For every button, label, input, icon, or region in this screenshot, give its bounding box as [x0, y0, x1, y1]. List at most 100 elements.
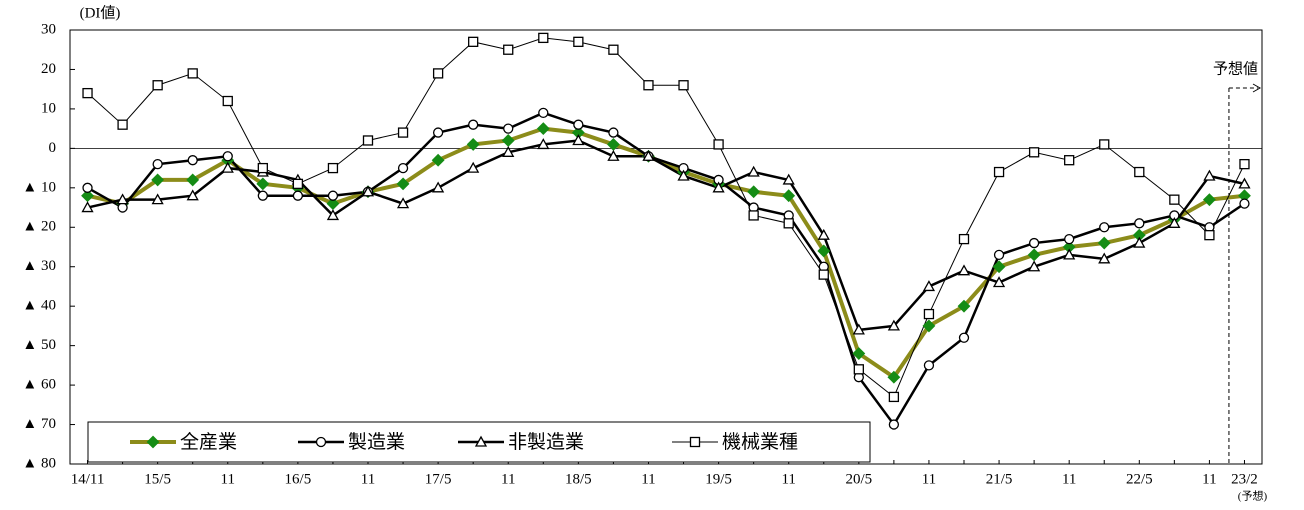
x-tick-label: 14/11	[71, 471, 105, 487]
point	[608, 127, 619, 138]
legend-label: 非製造業	[508, 431, 584, 453]
point	[187, 155, 198, 166]
x-tick-label: 11	[781, 471, 795, 487]
x-tick-label: 17/5	[425, 471, 452, 487]
point	[1097, 236, 1111, 250]
point	[503, 44, 514, 55]
y-tick-label: ▲ 20	[22, 219, 56, 235]
point	[117, 202, 128, 213]
point	[151, 193, 164, 205]
point	[642, 149, 655, 161]
point	[1099, 139, 1110, 150]
forecast-arrowhead	[1252, 83, 1262, 93]
legend-marker	[146, 435, 160, 449]
point	[887, 319, 900, 331]
point	[643, 80, 654, 91]
point	[1027, 248, 1041, 262]
point	[186, 173, 200, 187]
legend-marker	[689, 436, 701, 448]
point	[116, 193, 129, 205]
point	[958, 332, 970, 343]
point	[501, 134, 515, 147]
point	[152, 80, 163, 91]
point	[396, 177, 410, 191]
point	[537, 138, 550, 150]
point	[782, 189, 796, 203]
point	[221, 161, 234, 173]
x-tick-label: 21/5	[986, 471, 1013, 487]
point	[326, 209, 340, 221]
point	[82, 182, 93, 193]
point	[362, 135, 374, 146]
point	[1202, 193, 1216, 207]
point	[817, 228, 830, 240]
point	[186, 189, 199, 201]
point	[1064, 233, 1075, 245]
y-tick-label: 20	[41, 61, 56, 77]
point	[292, 190, 304, 201]
point	[958, 233, 970, 245]
point	[992, 260, 1006, 274]
point	[538, 107, 549, 119]
point	[1204, 230, 1215, 241]
point	[256, 177, 270, 191]
x-tick-label: 11	[641, 471, 655, 487]
point	[853, 364, 864, 375]
x-tick-label: 11	[361, 471, 375, 487]
point	[152, 158, 163, 170]
point	[782, 173, 795, 185]
y-tick-label: ▲ 10	[22, 179, 56, 195]
point	[466, 137, 480, 151]
point	[922, 280, 936, 292]
y-tick-label: 0	[49, 140, 57, 156]
point	[993, 166, 1005, 178]
y-tick-label: 30	[41, 21, 56, 37]
point	[82, 87, 93, 99]
point	[573, 119, 584, 130]
point	[1064, 155, 1075, 166]
point	[432, 68, 444, 79]
point	[1238, 177, 1251, 189]
point	[783, 218, 794, 229]
x-tick-label: 19/5	[705, 471, 732, 487]
x-tick-label: 23/2	[1231, 471, 1258, 487]
point	[888, 419, 900, 430]
point	[713, 139, 724, 150]
legend-marker	[474, 435, 488, 447]
point	[327, 190, 339, 201]
point	[817, 244, 831, 258]
y-tick-label: 10	[41, 100, 56, 116]
point	[888, 391, 900, 403]
point	[852, 323, 865, 335]
point	[1134, 218, 1145, 229]
point	[1133, 236, 1146, 248]
legend-marker	[315, 436, 327, 448]
point	[747, 185, 761, 199]
point	[607, 149, 620, 161]
x-tick-label: 11	[1062, 471, 1076, 487]
point	[993, 249, 1005, 261]
y-tick-label: ▲ 70	[22, 416, 56, 432]
point	[992, 276, 1006, 288]
point	[957, 264, 971, 276]
point	[923, 308, 935, 320]
point	[818, 269, 829, 280]
point	[678, 80, 689, 91]
forecast-note: (予想)	[1238, 489, 1268, 503]
x-tick-label: 20/5	[845, 471, 872, 487]
point	[292, 178, 304, 190]
point	[1063, 248, 1076, 260]
y-tick-label: ▲ 40	[22, 298, 56, 314]
y-tick-label: ▲ 50	[22, 337, 56, 353]
point	[117, 119, 128, 130]
point	[361, 185, 375, 197]
plot-frame	[69, 29, 1263, 465]
legend-label: 製造業	[348, 431, 405, 453]
series-line	[87, 126, 1245, 380]
point	[887, 370, 901, 384]
point	[1169, 194, 1180, 205]
point	[151, 173, 165, 187]
point	[257, 190, 268, 201]
series-line	[86, 111, 1246, 427]
